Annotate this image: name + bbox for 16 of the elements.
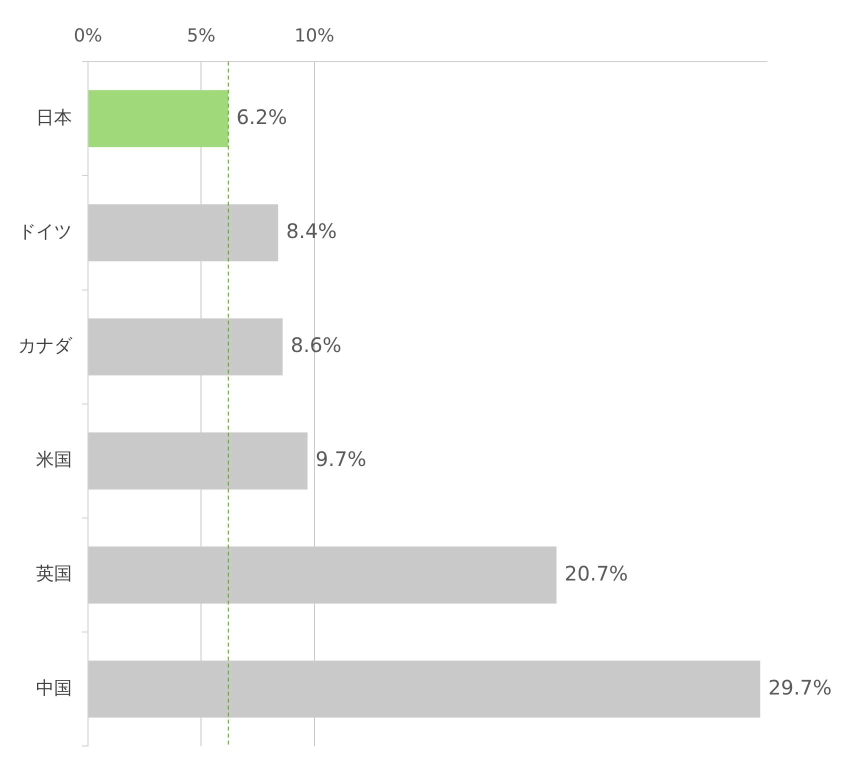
data-label: 9.7%	[316, 447, 366, 472]
x-tick-label: 10%	[294, 25, 334, 46]
y-tick-label: 米国	[36, 450, 72, 471]
x-tick-label: 5%	[186, 25, 216, 46]
y-tick-label: 英国	[36, 564, 72, 585]
data-label: 8.4%	[286, 218, 337, 243]
data-label: 6.2%	[236, 104, 288, 129]
data-label: 20.7%	[564, 561, 628, 586]
data-label: 29.7%	[768, 675, 832, 700]
x-tick-label: 0%	[74, 25, 102, 46]
bar	[88, 90, 228, 148]
y-tick-label: カナダ	[18, 336, 73, 357]
y-tick-label: 日本	[36, 107, 72, 128]
y-tick-label: 中国	[36, 678, 72, 699]
data-label: 8.6%	[290, 333, 342, 358]
y-tick-label: ドイツ	[18, 221, 72, 242]
